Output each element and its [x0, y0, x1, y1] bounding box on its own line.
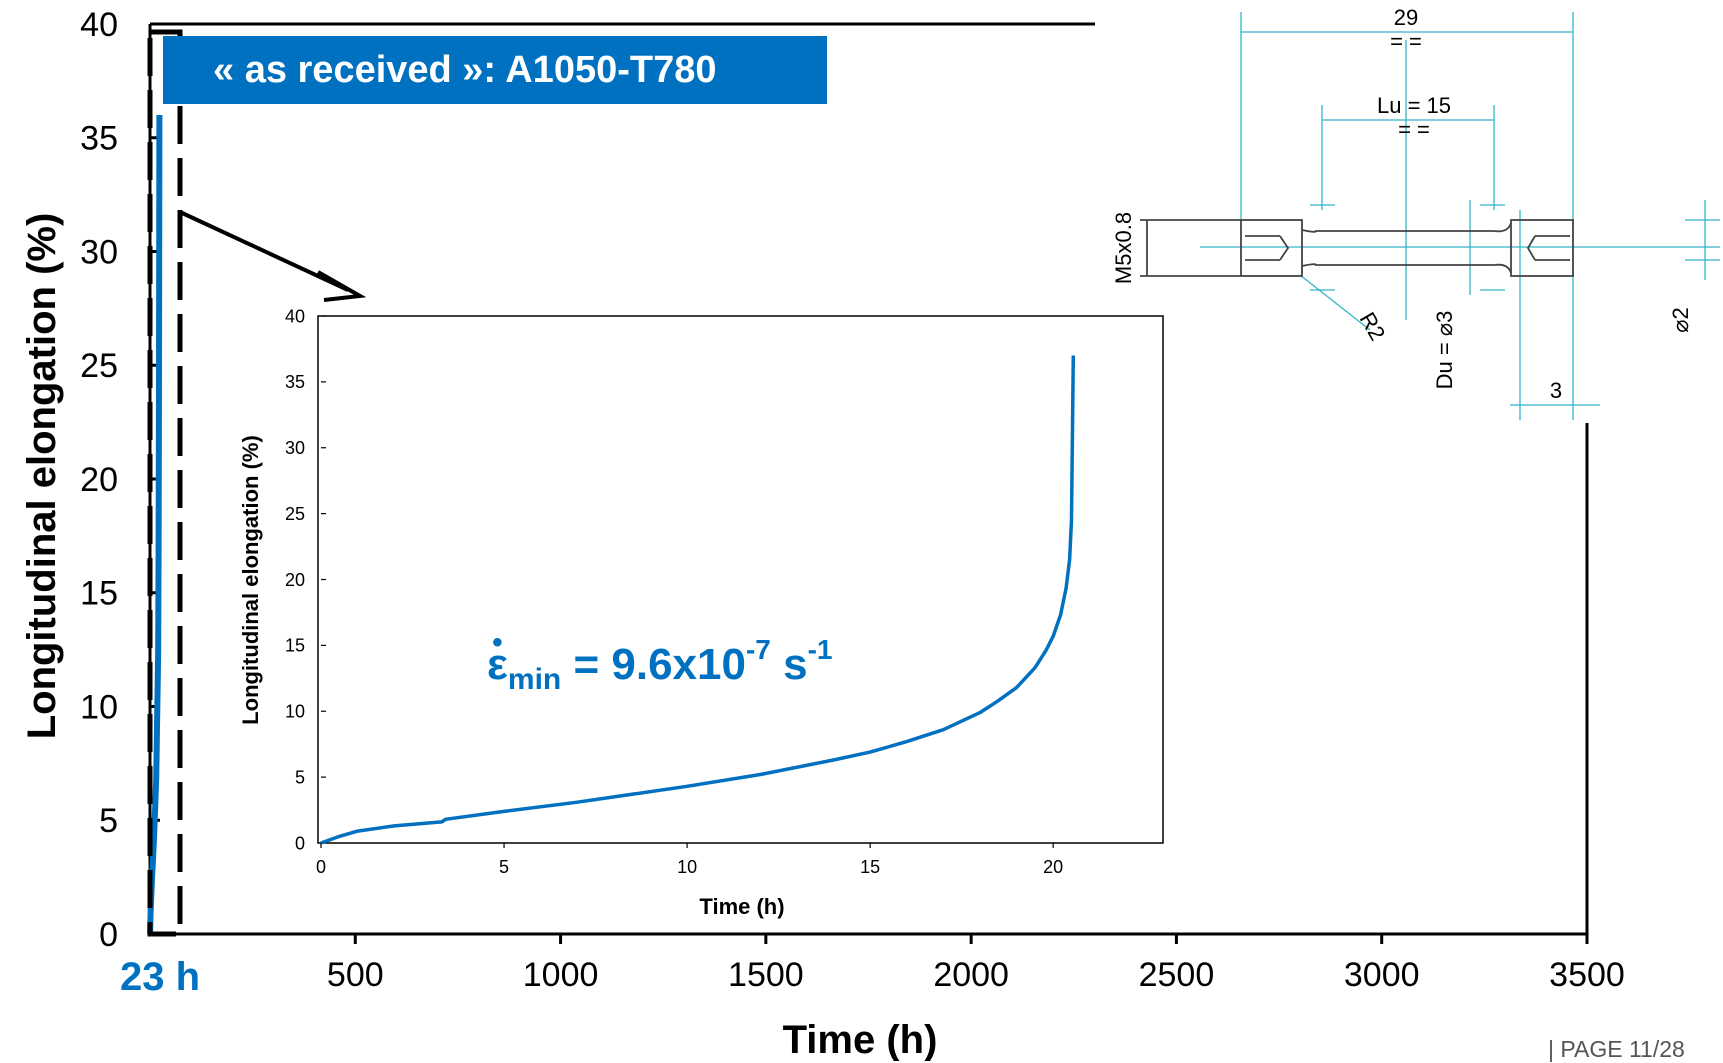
inset-creep-curve — [320, 355, 1076, 845]
min-strain-rate-annotation: • εmin = 9.6x10-7 s-1 — [487, 626, 833, 697]
dimension-total-length: 29 — [1394, 5, 1418, 30]
main-y-tick-label: 35 — [80, 120, 118, 158]
main-x-ticks: 500 1000 1500 2000 2500 3000 3500 — [327, 934, 1625, 994]
inset-y-ticks: 0 5 10 15 20 25 30 35 40 — [285, 306, 326, 853]
zoom-arrow — [179, 210, 367, 302]
dimension-gauge-diameter: Du = ⌀3 — [1432, 311, 1457, 390]
inset-x-ticks: 0 5 10 15 20 — [316, 843, 1063, 877]
inset-plot-frame — [317, 315, 1164, 844]
inset-x-axis-title: Time (h) — [699, 894, 784, 919]
dimension-gauge-marks: = = — [1398, 117, 1430, 142]
main-y-tick-label: 0 — [99, 916, 118, 954]
strain-rate-subscript: min — [507, 663, 562, 696]
main-x-tick-label: 1000 — [523, 956, 599, 994]
inset-y-tick-label: 25 — [285, 504, 305, 524]
strain-rate-dot: • — [492, 626, 503, 659]
main-y-tick-label: 25 — [80, 347, 118, 385]
inset-y-tick-label: 10 — [285, 702, 305, 722]
dimension-pin-diameter: ⌀2 — [1668, 307, 1693, 332]
main-x-tick-label: 3000 — [1344, 956, 1420, 994]
dimension-radius: R2 — [1355, 308, 1391, 345]
inset-y-tick-label: 35 — [285, 372, 305, 392]
zoom-highlight-box — [147, 29, 183, 937]
inset-x-tick-label: 10 — [677, 857, 697, 877]
inset-y-axis-title: Longitudinal elongation (%) — [238, 435, 263, 725]
inset-x-tick-label: 5 — [499, 857, 509, 877]
inset-y-tick-label: 15 — [285, 636, 305, 656]
main-y-tick-label: 15 — [80, 575, 118, 613]
main-y-ticks: 0 5 10 15 20 25 30 35 40 — [80, 6, 160, 954]
strain-rate-exponent: -7 — [745, 634, 771, 665]
main-x-tick-label: 2000 — [933, 956, 1009, 994]
main-y-tick-label: 20 — [80, 461, 118, 499]
strain-rate-value: = 9.6x10 — [561, 640, 746, 689]
inset-series — [320, 355, 1076, 845]
specimen-outline — [1140, 219, 1574, 277]
dimension-head-length: 3 — [1550, 378, 1562, 403]
material-label: « as received »: A1050-T780 — [163, 36, 827, 104]
page-number: | PAGE 11/28 — [1548, 1036, 1685, 1062]
inset-x-tick-label: 20 — [1043, 857, 1063, 877]
inset-y-tick-label: 5 — [295, 767, 305, 787]
main-x-tick-label: 500 — [327, 956, 384, 994]
inset-x-tick-label: 0 — [316, 857, 326, 877]
main-x-tick-label: 3500 — [1549, 956, 1625, 994]
strain-rate-unit-exponent: -1 — [807, 634, 833, 665]
main-x-tick-label: 2500 — [1139, 956, 1215, 994]
main-x-tick-label: 1500 — [728, 956, 804, 994]
inset-y-tick-label: 30 — [285, 438, 305, 458]
dimension-gauge-length: Lu = 15 — [1377, 93, 1451, 118]
main-y-axis-title: Longitudinal elongation (%) — [20, 213, 64, 740]
strain-rate-unit: s — [770, 640, 808, 689]
inset-x-tick-label: 15 — [860, 857, 880, 877]
strain-rate-epsilon: ε — [487, 640, 508, 689]
specimen-drawing: 29 = = Lu = 15 = = M5x0.8 R2 Du = ⌀3 3 ⌀… — [1111, 5, 1720, 420]
main-x-axis-title: Time (h) — [783, 1018, 938, 1061]
dimension-total-marks: = = — [1390, 29, 1422, 54]
dimension-lines — [1200, 12, 1720, 420]
inset-y-tick-label: 20 — [285, 570, 305, 590]
inset-y-tick-label: 0 — [295, 833, 305, 853]
main-y-tick-label: 30 — [80, 233, 118, 271]
highlight-time-label: 23 h — [120, 955, 201, 999]
inset-y-tick-label: 40 — [285, 306, 305, 326]
strain-rate-symbol: • ε — [487, 626, 508, 690]
main-y-tick-label: 10 — [80, 688, 118, 726]
dimension-thread: M5x0.8 — [1111, 212, 1136, 284]
inset-chart: 0 5 10 15 20 25 30 35 40 0 5 10 15 20 Time (h) Longi… — [238, 306, 1164, 919]
main-y-tick-label: 5 — [99, 802, 118, 840]
main-y-tick-label: 40 — [80, 6, 118, 44]
